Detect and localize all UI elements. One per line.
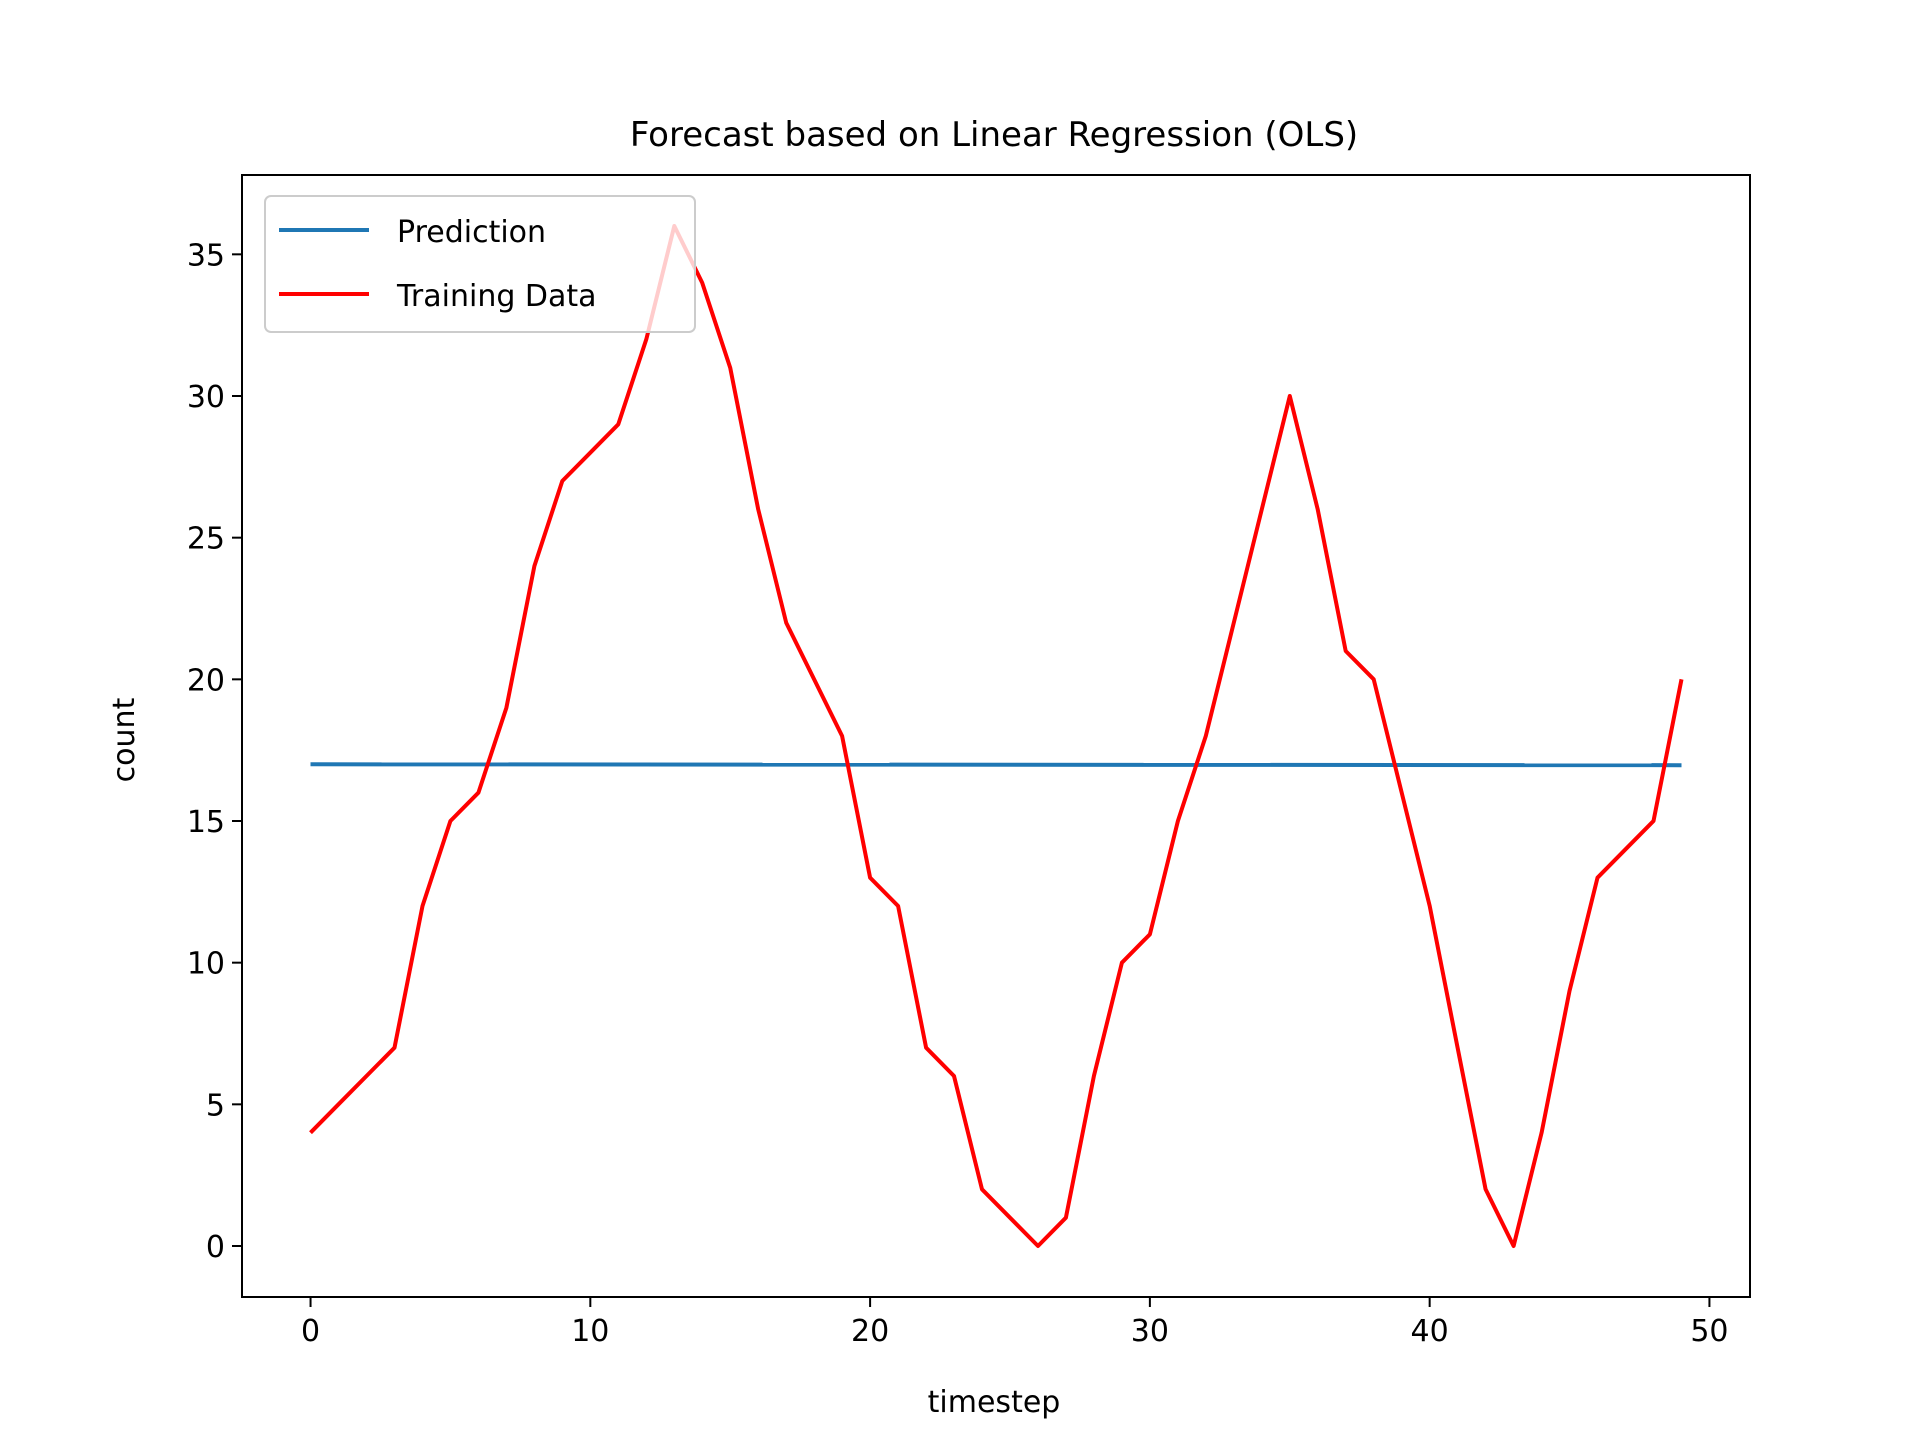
legend-label-prediction: Prediction: [397, 215, 546, 250]
y-tick-label: 0: [206, 1230, 225, 1265]
y-tick-label: 30: [187, 380, 225, 415]
legend: Prediction Training Data: [264, 195, 696, 333]
y-tick-label: 35: [187, 238, 225, 273]
x-tick-label: 50: [1690, 1314, 1728, 1349]
y-tick-label: 5: [206, 1088, 225, 1123]
plot-area: 0 10 20 30 40 50 0 5 10 15 20 25 30 35: [187, 174, 1751, 1349]
plot-frame: [241, 174, 1751, 1298]
x-tick-label: 30: [1131, 1314, 1169, 1349]
chart-title: Forecast based on Linear Regression (OLS…: [630, 115, 1358, 155]
x-tick-label: 40: [1411, 1314, 1449, 1349]
x-tick-label: 20: [851, 1314, 889, 1349]
x-axis-label: timestep: [928, 1385, 1061, 1420]
x-tick-label: 0: [301, 1314, 320, 1349]
x-tick-label: 10: [571, 1314, 609, 1349]
y-tick-label: 15: [187, 805, 225, 840]
y-tick-label: 10: [187, 947, 225, 982]
y-axis-label: count: [107, 697, 142, 782]
series-layer: [309, 224, 1684, 1248]
legend-label-training-data: Training Data: [396, 279, 597, 314]
legend-frame: [264, 195, 696, 333]
series-line-training-data: [309, 224, 1684, 1248]
axes-layer: 0 10 20 30 40 50 0 5 10 15 20 25 30 35: [187, 238, 1729, 1349]
y-tick-label: 25: [187, 522, 225, 557]
series-line-prediction: [310, 762, 1682, 768]
y-tick-label: 20: [187, 663, 225, 698]
